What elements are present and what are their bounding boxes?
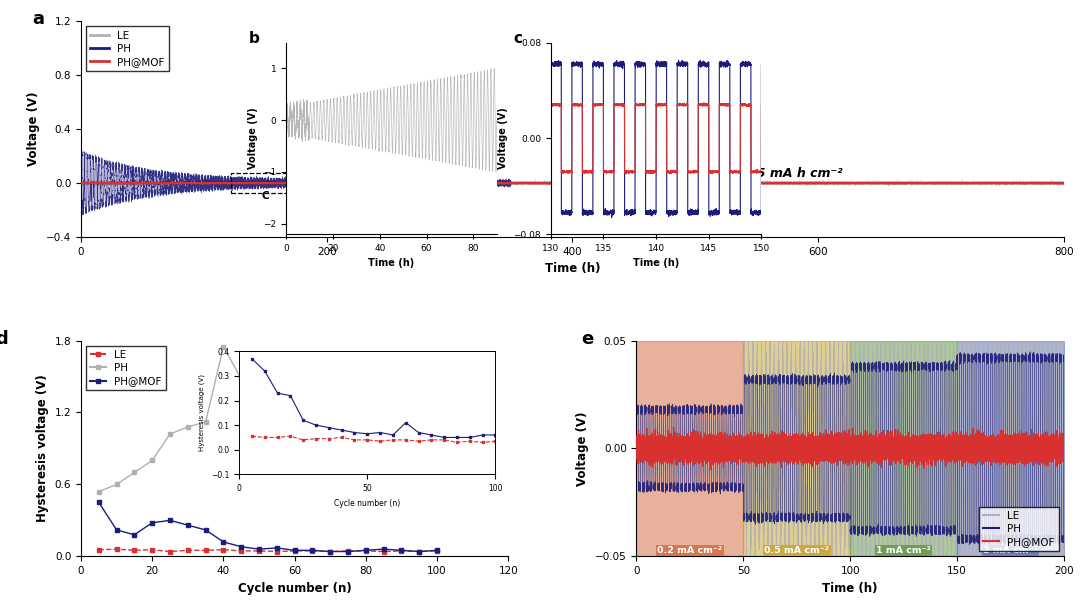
PH	[270, 411, 283, 418]
PH@MOF	[146, 519, 159, 527]
LE	[253, 547, 266, 554]
PH@MOF	[163, 517, 176, 524]
Legend: LE, PH, PH@MOF: LE, PH, PH@MOF	[978, 506, 1058, 551]
PH	[431, 457, 444, 464]
Legend: LE, PH, PH@MOF: LE, PH, PH@MOF	[86, 27, 168, 71]
PH@MOF	[341, 548, 354, 555]
Line: LE: LE	[96, 547, 440, 554]
LE	[431, 547, 444, 554]
Bar	[231, 173, 293, 193]
Text: e: e	[581, 330, 593, 348]
LE	[92, 546, 105, 553]
Text: a: a	[31, 10, 44, 29]
PH	[288, 417, 301, 424]
PH@MOF	[413, 548, 426, 555]
LE	[199, 547, 212, 554]
LE	[110, 545, 123, 553]
PH@MOF	[253, 545, 266, 553]
Line: PH@MOF: PH@MOF	[96, 500, 440, 554]
Legend: LE, PH, PH@MOF: LE, PH, PH@MOF	[86, 346, 166, 390]
X-axis label: Time (h): Time (h)	[633, 258, 679, 268]
PH@MOF	[217, 538, 230, 545]
PH@MOF	[127, 531, 140, 539]
Y-axis label: Voltage (V): Voltage (V)	[27, 92, 40, 167]
PH@MOF	[306, 547, 319, 554]
PH	[92, 488, 105, 496]
Y-axis label: Hysteresis voltage (V): Hysteresis voltage (V)	[36, 375, 49, 522]
LE	[127, 547, 140, 554]
LE	[217, 546, 230, 553]
PH	[341, 435, 354, 443]
Text: 0.2 mA cm⁻²: 0.2 mA cm⁻²	[658, 546, 723, 555]
PH@MOF	[431, 547, 444, 554]
Text: 0.5 mA cm⁻²: 0.5 mA cm⁻²	[765, 546, 829, 555]
Text: 5 mA cm⁻²   5 mA h cm⁻²: 5 mA cm⁻² 5 mA h cm⁻²	[671, 167, 842, 179]
X-axis label: Time (h): Time (h)	[544, 262, 600, 275]
PH	[163, 430, 176, 438]
PH	[324, 429, 337, 437]
X-axis label: Time (h): Time (h)	[368, 258, 415, 268]
X-axis label: Time (h): Time (h)	[822, 582, 878, 595]
PH	[127, 469, 140, 476]
X-axis label: Cycle number (n): Cycle number (n)	[238, 582, 351, 595]
Text: d: d	[0, 330, 9, 348]
PH	[217, 343, 230, 350]
PH@MOF	[395, 547, 408, 554]
PH@MOF	[360, 547, 373, 554]
PH	[110, 481, 123, 488]
PH	[306, 423, 319, 430]
Text: b: b	[248, 31, 259, 46]
LE	[163, 548, 176, 555]
LE	[146, 546, 159, 553]
PH	[181, 423, 194, 430]
Text: C: C	[261, 190, 269, 201]
PH	[199, 418, 212, 426]
PH	[146, 457, 159, 464]
Line: PH: PH	[96, 344, 440, 494]
PH	[360, 441, 373, 449]
PH	[377, 447, 390, 455]
LE	[181, 547, 194, 554]
LE	[288, 547, 301, 554]
LE	[324, 548, 337, 555]
PH@MOF	[181, 522, 194, 529]
PH@MOF	[377, 545, 390, 553]
Text: 1 mA cm⁻²: 1 mA cm⁻²	[876, 546, 931, 555]
LE	[341, 547, 354, 554]
Y-axis label: Voltage (V): Voltage (V)	[498, 108, 508, 169]
PH@MOF	[324, 548, 337, 555]
PH@MOF	[199, 527, 212, 534]
LE	[377, 548, 390, 555]
LE	[413, 548, 426, 555]
LE	[270, 548, 283, 555]
LE	[234, 547, 247, 554]
PH@MOF	[288, 547, 301, 554]
PH@MOF	[234, 543, 247, 550]
Text: c: c	[513, 31, 522, 46]
PH@MOF	[110, 527, 123, 534]
Y-axis label: Voltage (V): Voltage (V)	[247, 108, 258, 169]
LE	[360, 547, 373, 554]
Y-axis label: Voltage (V): Voltage (V)	[577, 411, 590, 486]
Text: 2 mA cm⁻²: 2 mA cm⁻²	[983, 546, 1038, 555]
PH	[395, 449, 408, 457]
PH	[413, 453, 426, 460]
PH@MOF	[92, 499, 105, 506]
PH@MOF	[270, 544, 283, 551]
PH	[253, 399, 266, 407]
PH	[234, 375, 247, 382]
LE	[306, 547, 319, 554]
LE	[395, 547, 408, 554]
